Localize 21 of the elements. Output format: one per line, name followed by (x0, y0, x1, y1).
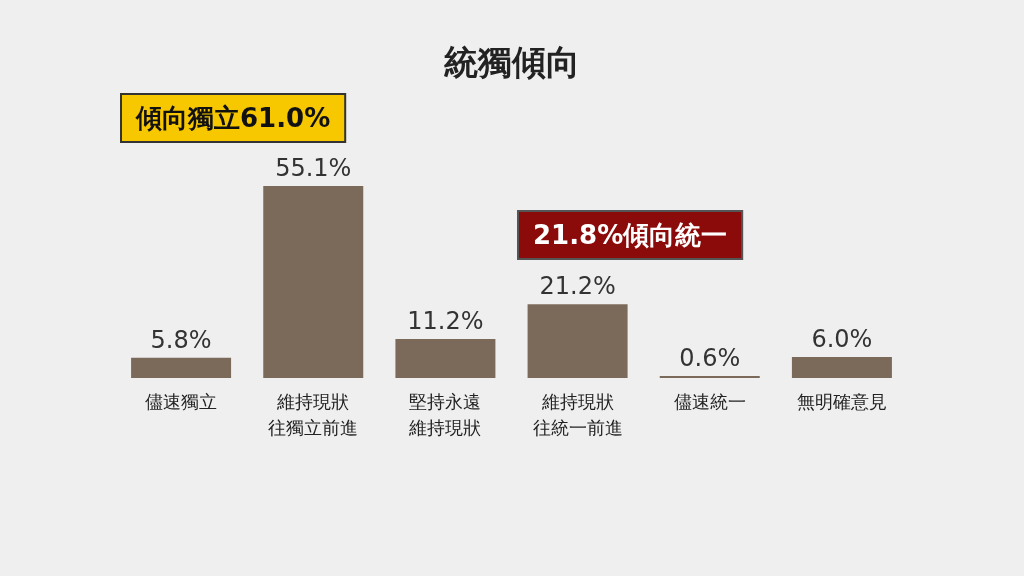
bar (131, 357, 232, 378)
bar (263, 186, 364, 378)
bar (659, 375, 760, 378)
x-tick-label: 無明確意見 (796, 390, 887, 412)
chart-title: 統獨傾向 (443, 42, 580, 82)
bar (791, 357, 892, 378)
x-tick-label: 儘速統一 (673, 390, 746, 412)
text: 傾向獨立61.0% (135, 103, 331, 133)
data-label: 21.2% (539, 272, 616, 301)
x-tick-label: 維持現狀往獨立前進 (268, 390, 359, 438)
bar (395, 338, 496, 378)
x-tick-label: 維持現狀往統一前進 (532, 390, 623, 438)
bar (527, 304, 628, 378)
data-label: 11.2% (407, 306, 484, 335)
data-label: 55.1% (275, 154, 352, 183)
x-tick-label: 儘速獨立 (145, 390, 218, 412)
data-label: 6.0% (811, 325, 873, 354)
data-label: 5.8% (150, 325, 212, 354)
x-tick-label: 堅持永遠維持現狀 (408, 390, 482, 438)
data-label: 0.6% (679, 343, 741, 372)
annotation: 21.8%傾向統一 (533, 220, 728, 250)
